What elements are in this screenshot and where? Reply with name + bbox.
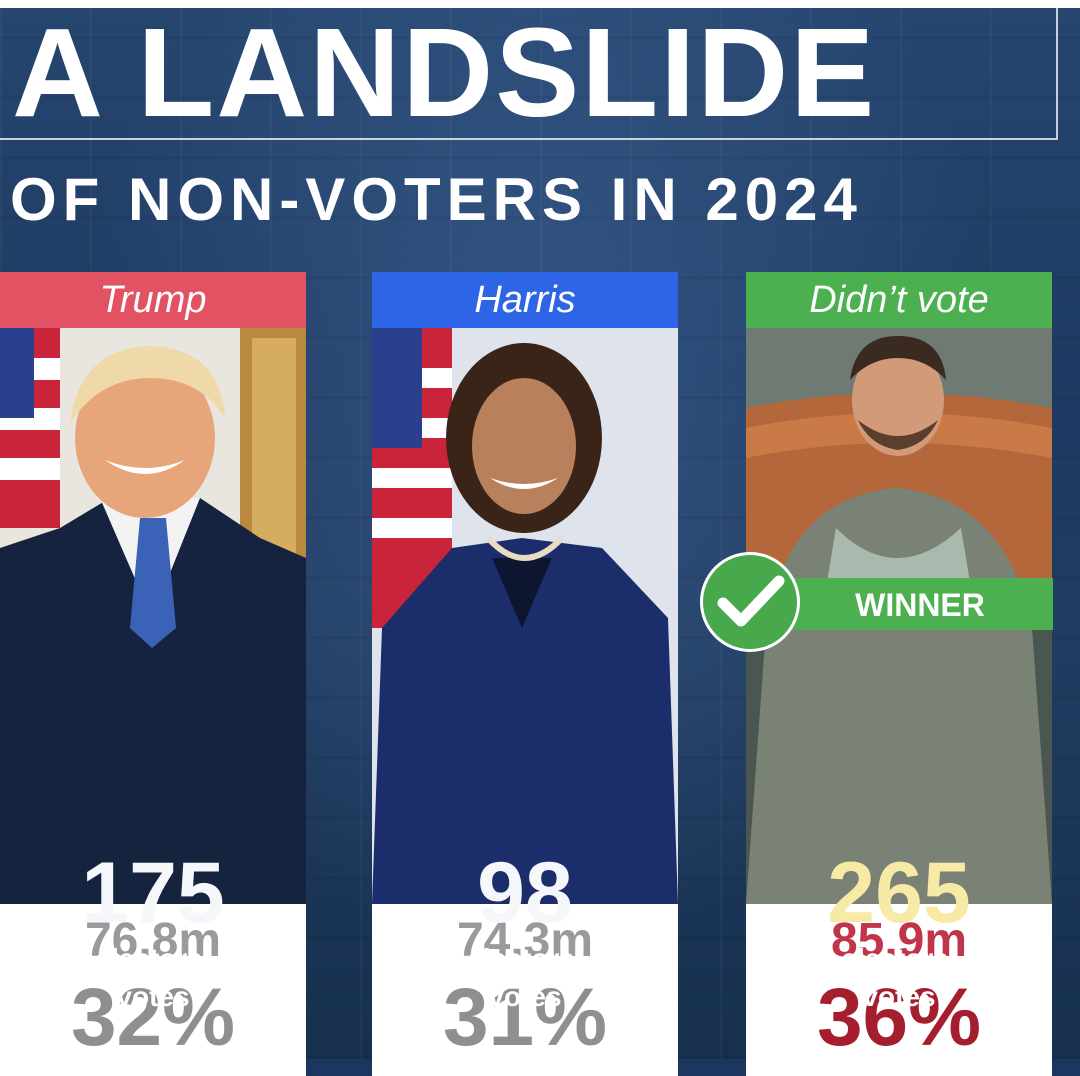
popular-votes-harris: 74.3m [456,914,594,967]
electoral-label-line2: votes [862,981,936,1012]
page-title: A LANDSLIDE [12,2,877,143]
electoral-label-line1: electoral [95,943,211,974]
electoral-label-line1: electoral [841,943,957,974]
stats-box-harris: 74.3m 31% [372,904,678,1076]
electoral-votes-didnt-vote: 265 [827,845,971,941]
portrait-trump-illustration [0,328,306,904]
card-label-harris: Harris [372,272,678,328]
electoral-label-harris: electoral votes [372,940,678,1030]
page-subtitle: OF NON-VOTERS IN 2024 [10,166,863,233]
portrait-harris-illustration [372,328,678,904]
stats-box-didnt-vote: 85.9m 36% [746,904,1052,1076]
vote-percent-trump: 32% [70,972,236,1063]
electoral-label-didnt-vote: electoral votes [746,940,1052,1030]
electoral-label-line2: votes [488,981,562,1012]
vote-percent-didnt-vote: 36% [816,972,982,1063]
popular-votes-trump: 76.8m [84,914,222,967]
electoral-label-line2: votes [116,981,190,1012]
candidate-photo-trump [0,328,306,904]
candidate-photo-harris [372,328,678,904]
popular-votes-didnt-vote: 85.9m [830,914,968,967]
winner-badge: WINNER [775,578,1053,630]
top-bar [0,0,1080,8]
stats-box-trump: 76.8m 32% [0,904,306,1076]
title-frame [0,8,1058,140]
card-label-didnt-vote: Didn’t vote [746,272,1052,328]
electoral-votes-harris: 98 [477,845,573,941]
electoral-label-line1: electoral [467,943,583,974]
electoral-label-trump: electoral votes [0,940,306,1030]
electoral-votes-trump: 175 [81,845,225,941]
check-mark-shape [717,575,785,627]
vote-percent-harris: 31% [442,972,608,1063]
check-icon [700,552,800,652]
card-label-trump: Trump [0,272,306,328]
